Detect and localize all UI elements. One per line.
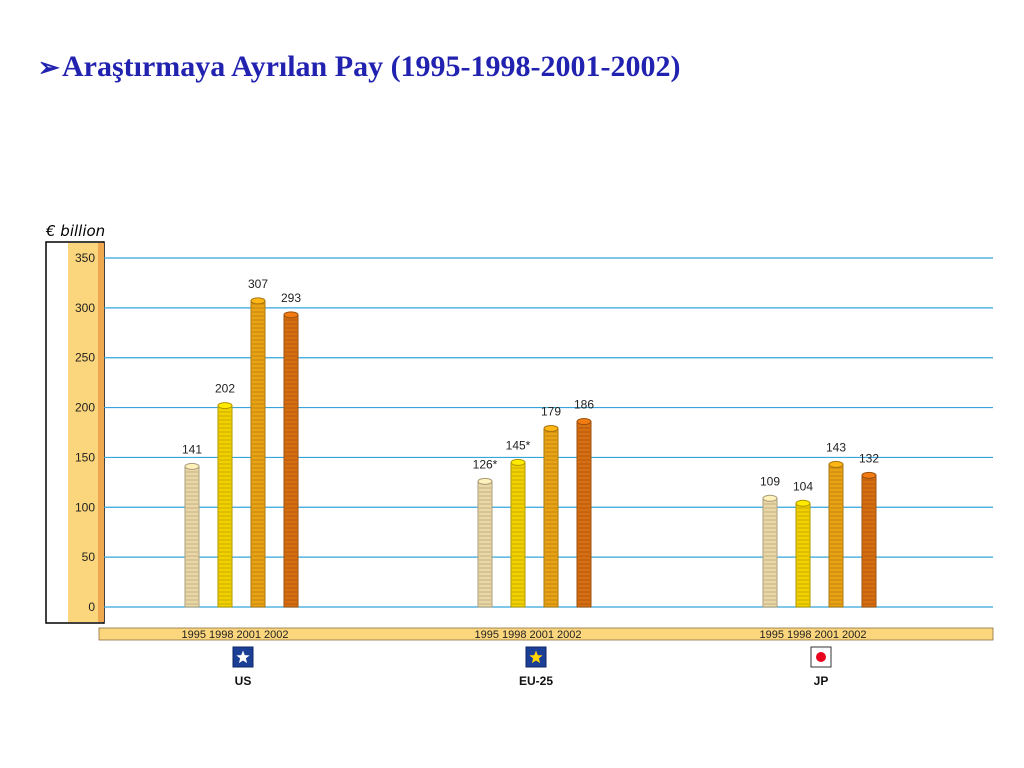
slide-title-text: Araştırmaya Ayrılan Pay (1995-1998-2001-… <box>62 50 681 83</box>
y-tick-label: 250 <box>75 351 95 365</box>
bar-jp-1998 <box>795 499 811 608</box>
bar-us-1995 <box>184 462 200 608</box>
bar-eu-25-1995 <box>477 477 493 608</box>
value-label: 186 <box>574 398 594 412</box>
value-label: 126* <box>473 457 498 471</box>
group-label: US <box>235 674 252 688</box>
japan-flag-icon <box>810 646 832 668</box>
x-tick-label: 1995 1998 2001 2002 <box>474 629 581 641</box>
x-axis-band <box>98 627 994 641</box>
bar-eu-25-2002 <box>576 418 592 608</box>
bar-us-2002 <box>283 311 299 608</box>
bar-jp-1995 <box>762 494 778 608</box>
value-label: 293 <box>281 291 301 305</box>
x-tick-label: 1995 1998 2001 2002 <box>759 629 866 641</box>
value-label: 104 <box>793 479 813 493</box>
bar-us-1998 <box>217 402 233 608</box>
group-label: EU-25 <box>519 674 553 688</box>
bar-eu-25-1998 <box>510 458 526 608</box>
bar-jp-2002 <box>861 471 877 608</box>
star-flag-icon <box>232 646 254 668</box>
y-axis-label: € billion <box>45 222 105 240</box>
value-label: 141 <box>182 442 202 456</box>
bar-eu-25-2001 <box>543 425 559 608</box>
y-tick-label: 100 <box>75 500 95 514</box>
y-tick-label: 50 <box>82 550 96 564</box>
y-tick-label: 200 <box>75 401 95 415</box>
y-tick-label: 0 <box>88 600 95 614</box>
y-tick-label: 350 <box>75 251 95 265</box>
star-flag-icon <box>525 646 547 668</box>
value-label: 109 <box>760 474 780 488</box>
value-label: 307 <box>248 277 268 291</box>
y-tick-label: 150 <box>75 450 95 464</box>
value-label: 143 <box>826 440 846 454</box>
value-label: 132 <box>859 451 879 465</box>
y-axis-band-edge <box>98 243 104 622</box>
arrow-bullet-icon: ➢ <box>38 53 60 82</box>
slide-title: ➢Araştırmaya Ayrılan Pay (1995-1998-2001… <box>38 50 681 84</box>
bar-jp-2001 <box>828 460 844 608</box>
value-label: 145* <box>506 438 531 452</box>
value-label: 179 <box>541 405 561 419</box>
group-label: JP <box>814 674 829 688</box>
bar-us-2001 <box>250 297 266 608</box>
value-label: 202 <box>215 382 235 396</box>
y-tick-label: 300 <box>75 301 95 315</box>
x-tick-label: 1995 1998 2001 2002 <box>181 629 288 641</box>
